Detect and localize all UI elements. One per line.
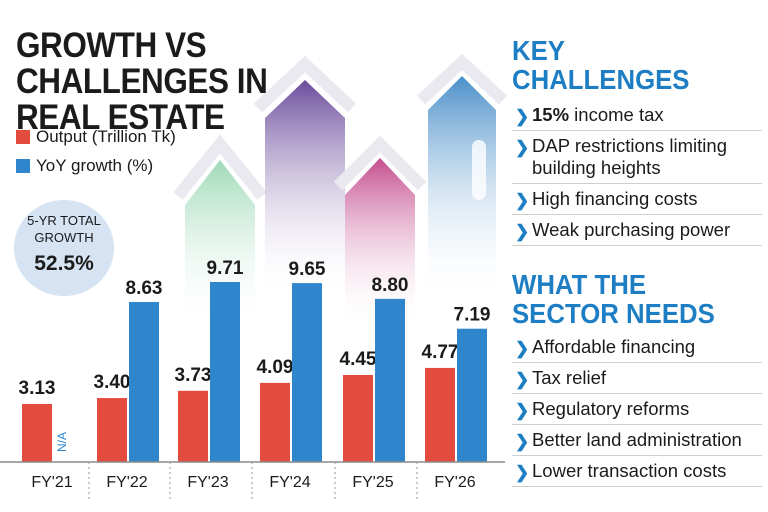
x-tick-label: FY'26 bbox=[434, 474, 475, 491]
need-item-text: Regulatory reforms bbox=[532, 398, 690, 419]
chevron-right-icon: ❯ bbox=[515, 401, 530, 420]
output-bar bbox=[425, 367, 455, 462]
output-bar bbox=[97, 398, 127, 462]
growth-value-label: 7.19 bbox=[454, 305, 491, 326]
challenge-item: ❯ Weak purchasing power bbox=[512, 215, 762, 246]
legend-label-growth: YoY growth (%) bbox=[36, 156, 154, 175]
legend-item-output: Output (Trillion Tk) bbox=[16, 126, 176, 148]
need-item: ❯ Tax relief bbox=[512, 363, 762, 394]
x-tick-label: FY'25 bbox=[352, 474, 393, 491]
chevron-right-icon: ❯ bbox=[515, 432, 530, 451]
challenges-list: ❯ 15% income tax ❯ DAP restrictions limitin… bbox=[512, 100, 762, 246]
chart-title: GROWTH VS CHALLENGES IN REAL ESTATE bbox=[16, 26, 268, 137]
chevron-right-icon: ❯ bbox=[515, 339, 530, 358]
need-item: ❯ Lower transaction costs bbox=[512, 456, 762, 487]
x-tick-label: FY'22 bbox=[106, 474, 147, 491]
house-decoration-purple bbox=[253, 55, 357, 300]
output-bar bbox=[178, 390, 208, 462]
challenge-item-text: DAP restrictions limiting building heigh… bbox=[532, 135, 727, 178]
challenge-item: ❯ 15% income tax bbox=[512, 100, 762, 131]
output-value-label: 4.77 bbox=[422, 342, 459, 363]
growth-value-label: 8.80 bbox=[372, 275, 409, 296]
output-value-label: 3.73 bbox=[175, 365, 212, 386]
needs-heading: WHAT THE SECTOR NEEDS bbox=[512, 269, 715, 329]
need-item-text: Tax relief bbox=[532, 367, 607, 388]
legend-item-growth: YoY growth (%) bbox=[16, 155, 153, 177]
chevron-right-icon: ❯ bbox=[515, 222, 530, 241]
output-bar bbox=[22, 404, 52, 462]
badge-label: 5-YR TOTAL GROWTH bbox=[27, 213, 101, 245]
output-bar bbox=[343, 374, 373, 462]
need-item: ❯ Better land administration bbox=[512, 425, 762, 456]
output-value-label: 3.40 bbox=[94, 372, 131, 393]
legend-swatch-growth bbox=[16, 159, 30, 173]
growth-bar bbox=[375, 298, 405, 462]
need-item: ❯ Regulatory reforms bbox=[512, 394, 762, 425]
badge-value: 52.5% bbox=[34, 252, 94, 275]
legend-label-output: Output (Trillion Tk) bbox=[36, 127, 176, 146]
chart-area: 3.13 N/A 3.40 8.63 3.73 9.71 4.09 9.65 4.45 8.80 4… bbox=[0, 53, 508, 500]
right-panel: KEY CHALLENGES ❯ 15% income tax ❯ DAP restr… bbox=[512, 36, 762, 487]
growth-bar bbox=[129, 302, 159, 462]
chevron-right-icon: ❯ bbox=[515, 191, 530, 210]
chevron-right-icon: ❯ bbox=[515, 107, 530, 126]
output-value-label: 4.45 bbox=[340, 349, 377, 370]
x-tick-label: FY'21 bbox=[31, 474, 72, 491]
growth-bar bbox=[292, 283, 322, 462]
challenge-item: ❯ High financing costs bbox=[512, 184, 762, 215]
need-item-text: Better land administration bbox=[532, 429, 742, 450]
growth-value-label: 9.71 bbox=[207, 258, 244, 279]
total-growth-badge: 5-YR TOTAL GROWTH 52.5% bbox=[14, 200, 114, 296]
challenge-item-text: income tax bbox=[569, 104, 664, 125]
x-tick-label: FY'24 bbox=[269, 474, 310, 491]
chevron-right-icon: ❯ bbox=[515, 138, 530, 157]
challenge-item: ❯ DAP restrictions limiting building heig… bbox=[512, 131, 762, 184]
ticks-layer: FY'21 FY'22 FY'23 FY'24 FY'25 FY'26 bbox=[31, 462, 476, 500]
needs-list: ❯ Affordable financing ❯ Tax relief ❯ Regulat… bbox=[512, 332, 762, 487]
challenge-item-emphasis: 15% bbox=[532, 104, 570, 125]
growth-bar bbox=[457, 328, 487, 462]
bars-layer: 3.13 N/A 3.40 8.63 3.73 9.71 4.09 9.65 4.45 8.80 4… bbox=[19, 258, 491, 462]
need-item-text: Affordable financing bbox=[532, 336, 696, 357]
x-tick-label: FY'23 bbox=[187, 474, 228, 491]
need-item-text: Lower transaction costs bbox=[532, 460, 727, 481]
output-value-label: 4.09 bbox=[257, 357, 294, 378]
growth-value-label: 8.63 bbox=[126, 278, 163, 299]
output-value-label: 3.13 bbox=[19, 378, 56, 399]
need-item: ❯ Affordable financing bbox=[512, 332, 762, 363]
chevron-right-icon: ❯ bbox=[515, 463, 530, 482]
legend-swatch-output bbox=[16, 130, 30, 144]
output-bar bbox=[260, 382, 290, 462]
challenges-heading: KEY CHALLENGES bbox=[512, 35, 690, 95]
house-decoration-pink bbox=[333, 135, 427, 330]
growth-na-label: N/A bbox=[55, 432, 69, 452]
chevron-right-icon: ❯ bbox=[515, 370, 530, 389]
challenge-item-text: Weak purchasing power bbox=[532, 219, 731, 240]
growth-bar bbox=[210, 282, 240, 462]
challenge-item-text: High financing costs bbox=[532, 188, 698, 209]
house-decoration-blue bbox=[416, 53, 508, 300]
growth-value-label: 9.65 bbox=[289, 259, 326, 280]
